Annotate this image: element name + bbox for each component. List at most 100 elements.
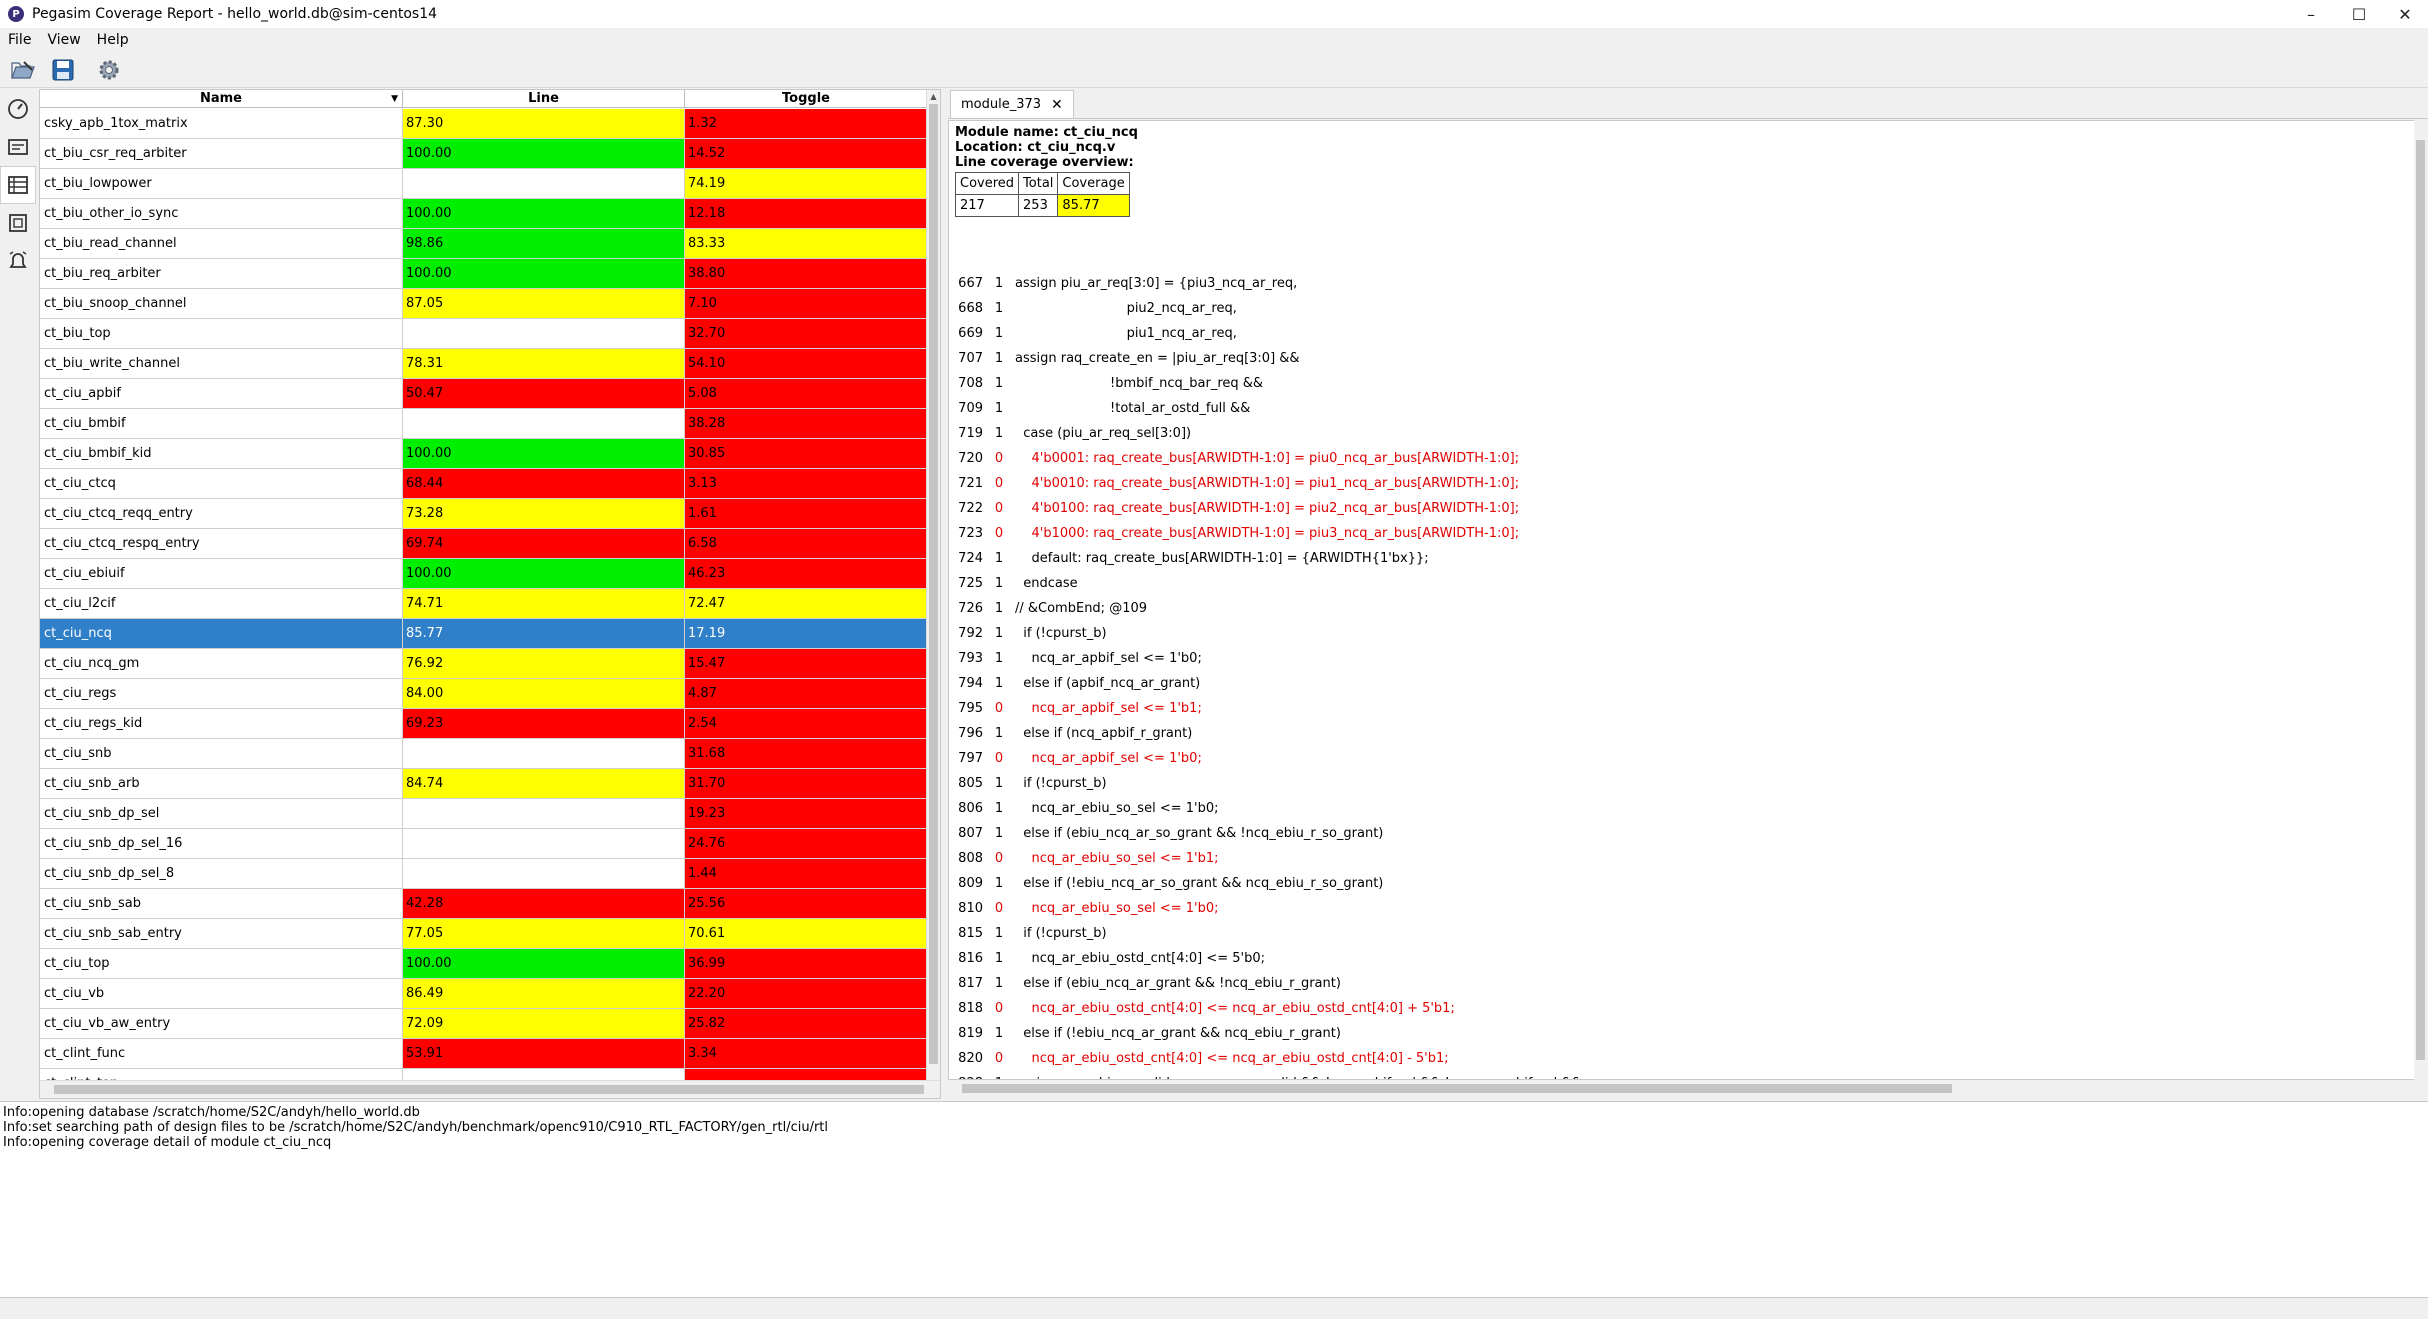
toggle-coverage-cell: 25.82 [685, 1009, 928, 1038]
overview-label: Line coverage overview: [955, 155, 1134, 170]
line-number: 816 [958, 951, 983, 966]
module-name-cell: ct_ciu_ncq_gm [40, 649, 403, 678]
line-coverage-cell: 100.00 [403, 439, 685, 468]
table-row[interactable]: ct_ciu_ctcq 68.44 3.13 [40, 469, 928, 499]
alarm-icon[interactable] [0, 242, 36, 280]
table-row[interactable]: ct_ciu_ebiuif 100.00 46.23 [40, 559, 928, 589]
report-icon[interactable] [0, 128, 36, 166]
hit-count: 0 [994, 476, 1004, 491]
code-text: ncq_ar_ebiu_so_sel <= 1'b0; [1015, 801, 1219, 816]
code-lines: 667 1 assign piu_ar_req[3:0] = {piu3_ncq_a… [949, 271, 2399, 1079]
code-line: 793 1 ncq_ar_apbif_sel <= 1'b0; [949, 646, 2399, 671]
code-line: 815 1 if (!cpurst_b) [949, 921, 2399, 946]
table-row[interactable]: ct_ciu_snb_sab_entry 77.05 70.61 [40, 919, 928, 949]
table-row[interactable]: ct_ciu_apbif 50.47 5.08 [40, 379, 928, 409]
column-header-line[interactable]: Line [403, 90, 685, 107]
table-row[interactable]: ct_ciu_regs 84.00 4.87 [40, 679, 928, 709]
maximize-button[interactable]: ☐ [2351, 4, 2367, 24]
line-coverage-cell: 73.28 [403, 499, 685, 528]
code-text: ncq_ar_ebiu_ostd_cnt[4:0] <= 5'b0; [1015, 951, 1266, 966]
module-name-cell: ct_biu_top [40, 319, 403, 348]
line-coverage-cell [403, 409, 685, 438]
code-text: else if (!ebiu_ncq_ar_grant && ncq_ebiu_… [1015, 1026, 1341, 1041]
table-row[interactable]: ct_ciu_snb 31.68 [40, 739, 928, 769]
hit-count: 1 [994, 276, 1004, 291]
table-row[interactable]: ct_ciu_snb_dp_sel_8 1.44 [40, 859, 928, 889]
table-row[interactable]: ct_ciu_bmbif 38.28 [40, 409, 928, 439]
module-name-cell: ct_ciu_ncq [40, 619, 403, 648]
toggle-coverage-cell: 38.80 [685, 259, 928, 288]
table-vscroll-thumb[interactable] [929, 104, 938, 1064]
table-row[interactable]: ct_ciu_l2cif 74.71 72.47 [40, 589, 928, 619]
column-header-toggle[interactable]: Toggle [685, 90, 928, 107]
module-name-cell: ct_biu_other_io_sync [40, 199, 403, 228]
table-row[interactable]: csky_apb_1tox_matrix 87.30 1.32 [40, 109, 928, 139]
table-hscroll-thumb[interactable] [54, 1085, 924, 1094]
dashboard-gauge-icon[interactable] [0, 90, 36, 128]
line-coverage-cell: 100.00 [403, 199, 685, 228]
code-line: 794 1 else if (apbif_ncq_ar_grant) [949, 671, 2399, 696]
table-row[interactable]: ct_ciu_regs_kid 69.23 2.54 [40, 709, 928, 739]
source-horizontal-scrollbar[interactable] [948, 1081, 2418, 1097]
hit-count: 0 [994, 701, 1004, 716]
table-list-icon[interactable] [0, 166, 36, 204]
table-header: Name ▼ Line Toggle [40, 90, 928, 108]
table-row[interactable]: ct_biu_write_channel 78.31 54.10 [40, 349, 928, 379]
table-row[interactable]: ct_biu_snoop_channel 87.05 7.10 [40, 289, 928, 319]
code-text: if (!cpurst_b) [1015, 626, 1107, 641]
table-row[interactable]: ct_biu_req_arbiter 100.00 38.80 [40, 259, 928, 289]
overview-header-covered: Covered [954, 172, 1020, 195]
line-number: 720 [958, 451, 983, 466]
table-body: csky_apb_1tox_matrix 87.30 1.32 ct_biu_csr_… [40, 109, 928, 1081]
table-vertical-scrollbar[interactable]: ▲ [926, 90, 940, 1080]
table-row[interactable]: ct_ciu_top 100.00 36.99 [40, 949, 928, 979]
table-row[interactable]: ct_ciu_snb_dp_sel_16 24.76 [40, 829, 928, 859]
scroll-up-arrow-icon[interactable]: ▲ [930, 92, 937, 101]
source-vertical-scrollbar[interactable] [2414, 120, 2428, 1080]
source-vscroll-thumb[interactable] [2416, 140, 2425, 1060]
table-row[interactable]: ct_ciu_vb 86.49 22.20 [40, 979, 928, 1009]
table-row[interactable]: ct_ciu_snb_sab 42.28 25.56 [40, 889, 928, 919]
tab-module[interactable]: module_373 ✕ [950, 90, 1074, 118]
source-detail-panel: module_373 ✕ Module name: ct_ciu_ncq Loc… [948, 89, 2428, 1099]
module-name-cell: ct_ciu_snb_arb [40, 769, 403, 798]
table-horizontal-scrollbar[interactable] [40, 1080, 940, 1098]
minimize-button[interactable]: – [2307, 4, 2315, 24]
module-name-cell: ct_ciu_snb_dp_sel_8 [40, 859, 403, 888]
table-row[interactable]: ct_ciu_ncq 85.77 17.19 [40, 619, 928, 649]
menu-help[interactable]: Help [96, 32, 129, 48]
table-row[interactable]: ct_biu_lowpower 74.19 [40, 169, 928, 199]
line-number: 669 [958, 326, 983, 341]
menu-file[interactable]: File [8, 32, 32, 48]
table-row[interactable]: ct_ciu_ncq_gm 76.92 15.47 [40, 649, 928, 679]
close-window-button[interactable]: ✕ [2398, 4, 2412, 24]
line-coverage-cell: 74.71 [403, 589, 685, 618]
table-row[interactable]: ct_ciu_ctcq_reqq_entry 73.28 1.61 [40, 499, 928, 529]
close-tab-icon[interactable]: ✕ [1051, 96, 1063, 113]
table-row[interactable]: ct_ciu_ctcq_respq_entry 69.74 6.58 [40, 529, 928, 559]
table-row[interactable]: ct_biu_read_channel 98.86 83.33 [40, 229, 928, 259]
table-row[interactable]: ct_clint_func 53.91 3.34 [40, 1039, 928, 1069]
table-row[interactable]: ct_ciu_snb_arb 84.74 31.70 [40, 769, 928, 799]
module-name-cell: ct_ciu_apbif [40, 379, 403, 408]
module-icon[interactable] [0, 204, 36, 242]
table-row[interactable]: ct_ciu_vb_aw_entry 72.09 25.82 [40, 1009, 928, 1039]
line-number: 725 [958, 576, 983, 591]
toolbar [0, 52, 2428, 88]
hit-count: 1 [994, 801, 1004, 816]
table-row[interactable]: ct_biu_top 32.70 [40, 319, 928, 349]
column-header-name[interactable]: Name ▼ [40, 90, 403, 107]
table-row[interactable]: ct_clint_top [40, 1069, 928, 1081]
source-hscroll-thumb[interactable] [962, 1084, 1952, 1093]
settings-gear-icon[interactable] [92, 54, 126, 86]
table-row[interactable]: ct_ciu_snb_dp_sel 19.23 [40, 799, 928, 829]
open-folder-icon[interactable] [6, 54, 40, 86]
table-row[interactable]: ct_biu_csr_req_arbiter 100.00 14.52 [40, 139, 928, 169]
table-row[interactable]: ct_biu_other_io_sync 100.00 12.18 [40, 199, 928, 229]
code-line: 709 1 !total_ar_ostd_full && [949, 396, 2399, 421]
save-icon[interactable] [46, 54, 80, 86]
code-line: 725 1 endcase [949, 571, 2399, 596]
table-row[interactable]: ct_ciu_bmbif_kid 100.00 30.85 [40, 439, 928, 469]
hit-count: 0 [994, 451, 1004, 466]
menu-view[interactable]: View [47, 32, 81, 48]
